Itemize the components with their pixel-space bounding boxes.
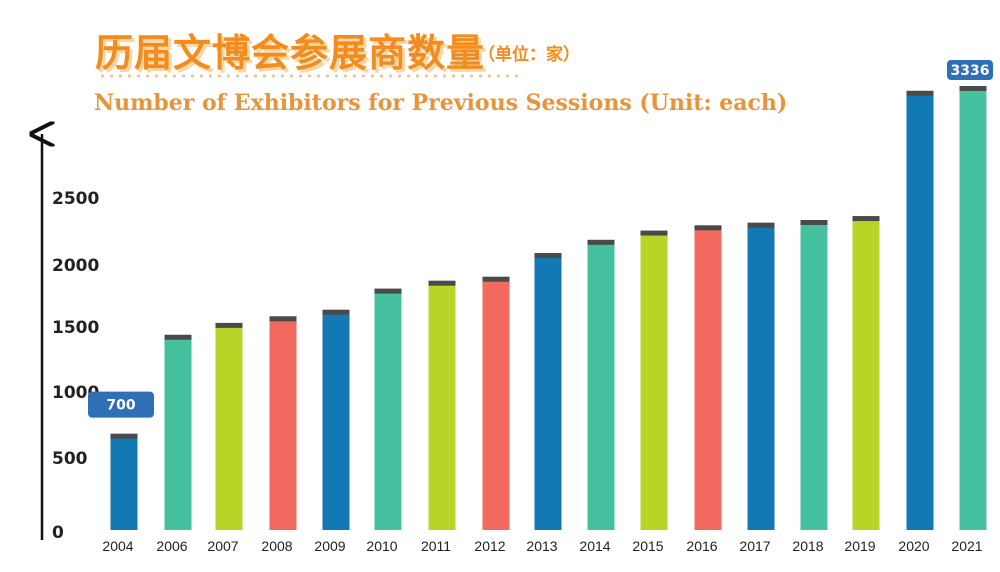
x-tick-label: 2020 bbox=[898, 538, 929, 554]
bar-cap bbox=[428, 280, 456, 286]
bar-2016 bbox=[694, 229, 722, 530]
bar-2020 bbox=[906, 94, 934, 530]
y-tick-label: 0 bbox=[52, 523, 64, 543]
bars bbox=[110, 86, 987, 531]
bar-cap bbox=[322, 309, 350, 315]
value-badges: 700 3336 bbox=[88, 60, 993, 418]
x-tick-label: 2004 bbox=[102, 538, 133, 554]
bar-cap bbox=[269, 316, 297, 322]
bar-2007 bbox=[215, 326, 243, 530]
x-tick-label: 2008 bbox=[261, 538, 292, 554]
value-badge-label: 700 bbox=[106, 398, 135, 414]
bar-cap bbox=[482, 276, 510, 282]
bar-2011 bbox=[428, 284, 456, 530]
x-tick-label: 2021 bbox=[951, 538, 982, 554]
bar-2012 bbox=[482, 280, 510, 530]
bar-cap bbox=[215, 322, 243, 328]
bar-cap bbox=[587, 239, 615, 245]
bar-2014 bbox=[587, 243, 615, 530]
bar-2021 bbox=[959, 90, 987, 530]
y-tick-label: 1500 bbox=[52, 318, 99, 338]
title-underline-dots bbox=[98, 74, 518, 78]
bar-cap bbox=[164, 334, 192, 340]
x-tick-label: 2018 bbox=[792, 538, 823, 554]
x-tick-label: 2016 bbox=[686, 538, 717, 554]
bar-cap bbox=[534, 252, 562, 258]
y-tick-label: 500 bbox=[52, 449, 88, 469]
bar-cap bbox=[906, 90, 934, 96]
bar-2004 bbox=[110, 437, 138, 530]
bar-2006 bbox=[164, 338, 192, 530]
bar-2008 bbox=[269, 320, 297, 530]
bar-2010 bbox=[374, 292, 402, 530]
bar-2018 bbox=[800, 224, 828, 530]
bar-cap bbox=[694, 225, 722, 231]
value-badge bbox=[947, 60, 993, 80]
x-tick-label: 2014 bbox=[579, 538, 610, 554]
bar-2015 bbox=[640, 234, 668, 531]
x-tick-label: 2009 bbox=[314, 538, 345, 554]
x-tick-label: 2013 bbox=[526, 538, 557, 554]
chart-title-chinese: 历届文博会参展商数量 bbox=[95, 31, 486, 75]
chart-unit-chinese: （单位：家） bbox=[478, 45, 580, 65]
bar-cap bbox=[374, 288, 402, 294]
bar-2017 bbox=[747, 226, 775, 530]
x-tick-label: 2015 bbox=[632, 538, 663, 554]
bar-2019 bbox=[852, 220, 880, 530]
bar-cap bbox=[640, 230, 668, 236]
x-tick-label: 2012 bbox=[474, 538, 505, 554]
bar-cap bbox=[800, 220, 828, 226]
bar-cap bbox=[110, 433, 138, 439]
x-tick-label: 2007 bbox=[207, 538, 238, 554]
x-tick-label: 2017 bbox=[739, 538, 770, 554]
y-tick-label: 2500 bbox=[52, 189, 99, 209]
bar-cap bbox=[959, 86, 987, 91]
x-tick-label: 2011 bbox=[421, 538, 451, 554]
y-axis-ticks: 0 500 1000 1500 2000 2500 bbox=[52, 189, 99, 543]
x-tick-label: 2010 bbox=[366, 538, 397, 554]
bar-2013 bbox=[534, 256, 562, 530]
x-tick-label: 2019 bbox=[844, 538, 875, 554]
bar-cap bbox=[747, 222, 775, 228]
y-tick-label: 2000 bbox=[52, 256, 99, 276]
bar-cap bbox=[852, 216, 880, 222]
value-badge-label: 3336 bbox=[951, 63, 990, 79]
x-tick-label: 2006 bbox=[156, 538, 187, 554]
bar-2009 bbox=[322, 313, 350, 530]
y-tick-label: 1000 bbox=[52, 383, 99, 403]
x-axis-labels: 2004 2006 2007 2008 2009 2010 2011 2012 2013 2014… bbox=[102, 538, 982, 554]
value-badge bbox=[88, 391, 154, 418]
chart-title-english: Number of Exhibitors for Previous Sessio… bbox=[94, 90, 788, 116]
